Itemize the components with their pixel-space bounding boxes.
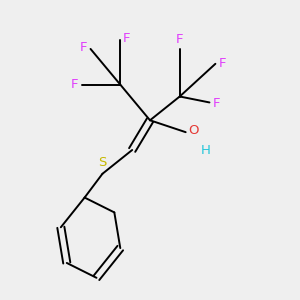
Text: F: F [176,33,184,46]
Text: F: F [218,57,226,70]
Text: F: F [71,78,79,91]
Text: F: F [212,98,220,110]
Text: O: O [189,124,199,137]
Text: S: S [98,156,106,169]
Text: F: F [123,32,131,45]
Text: H: H [200,143,210,157]
Text: F: F [80,41,88,54]
